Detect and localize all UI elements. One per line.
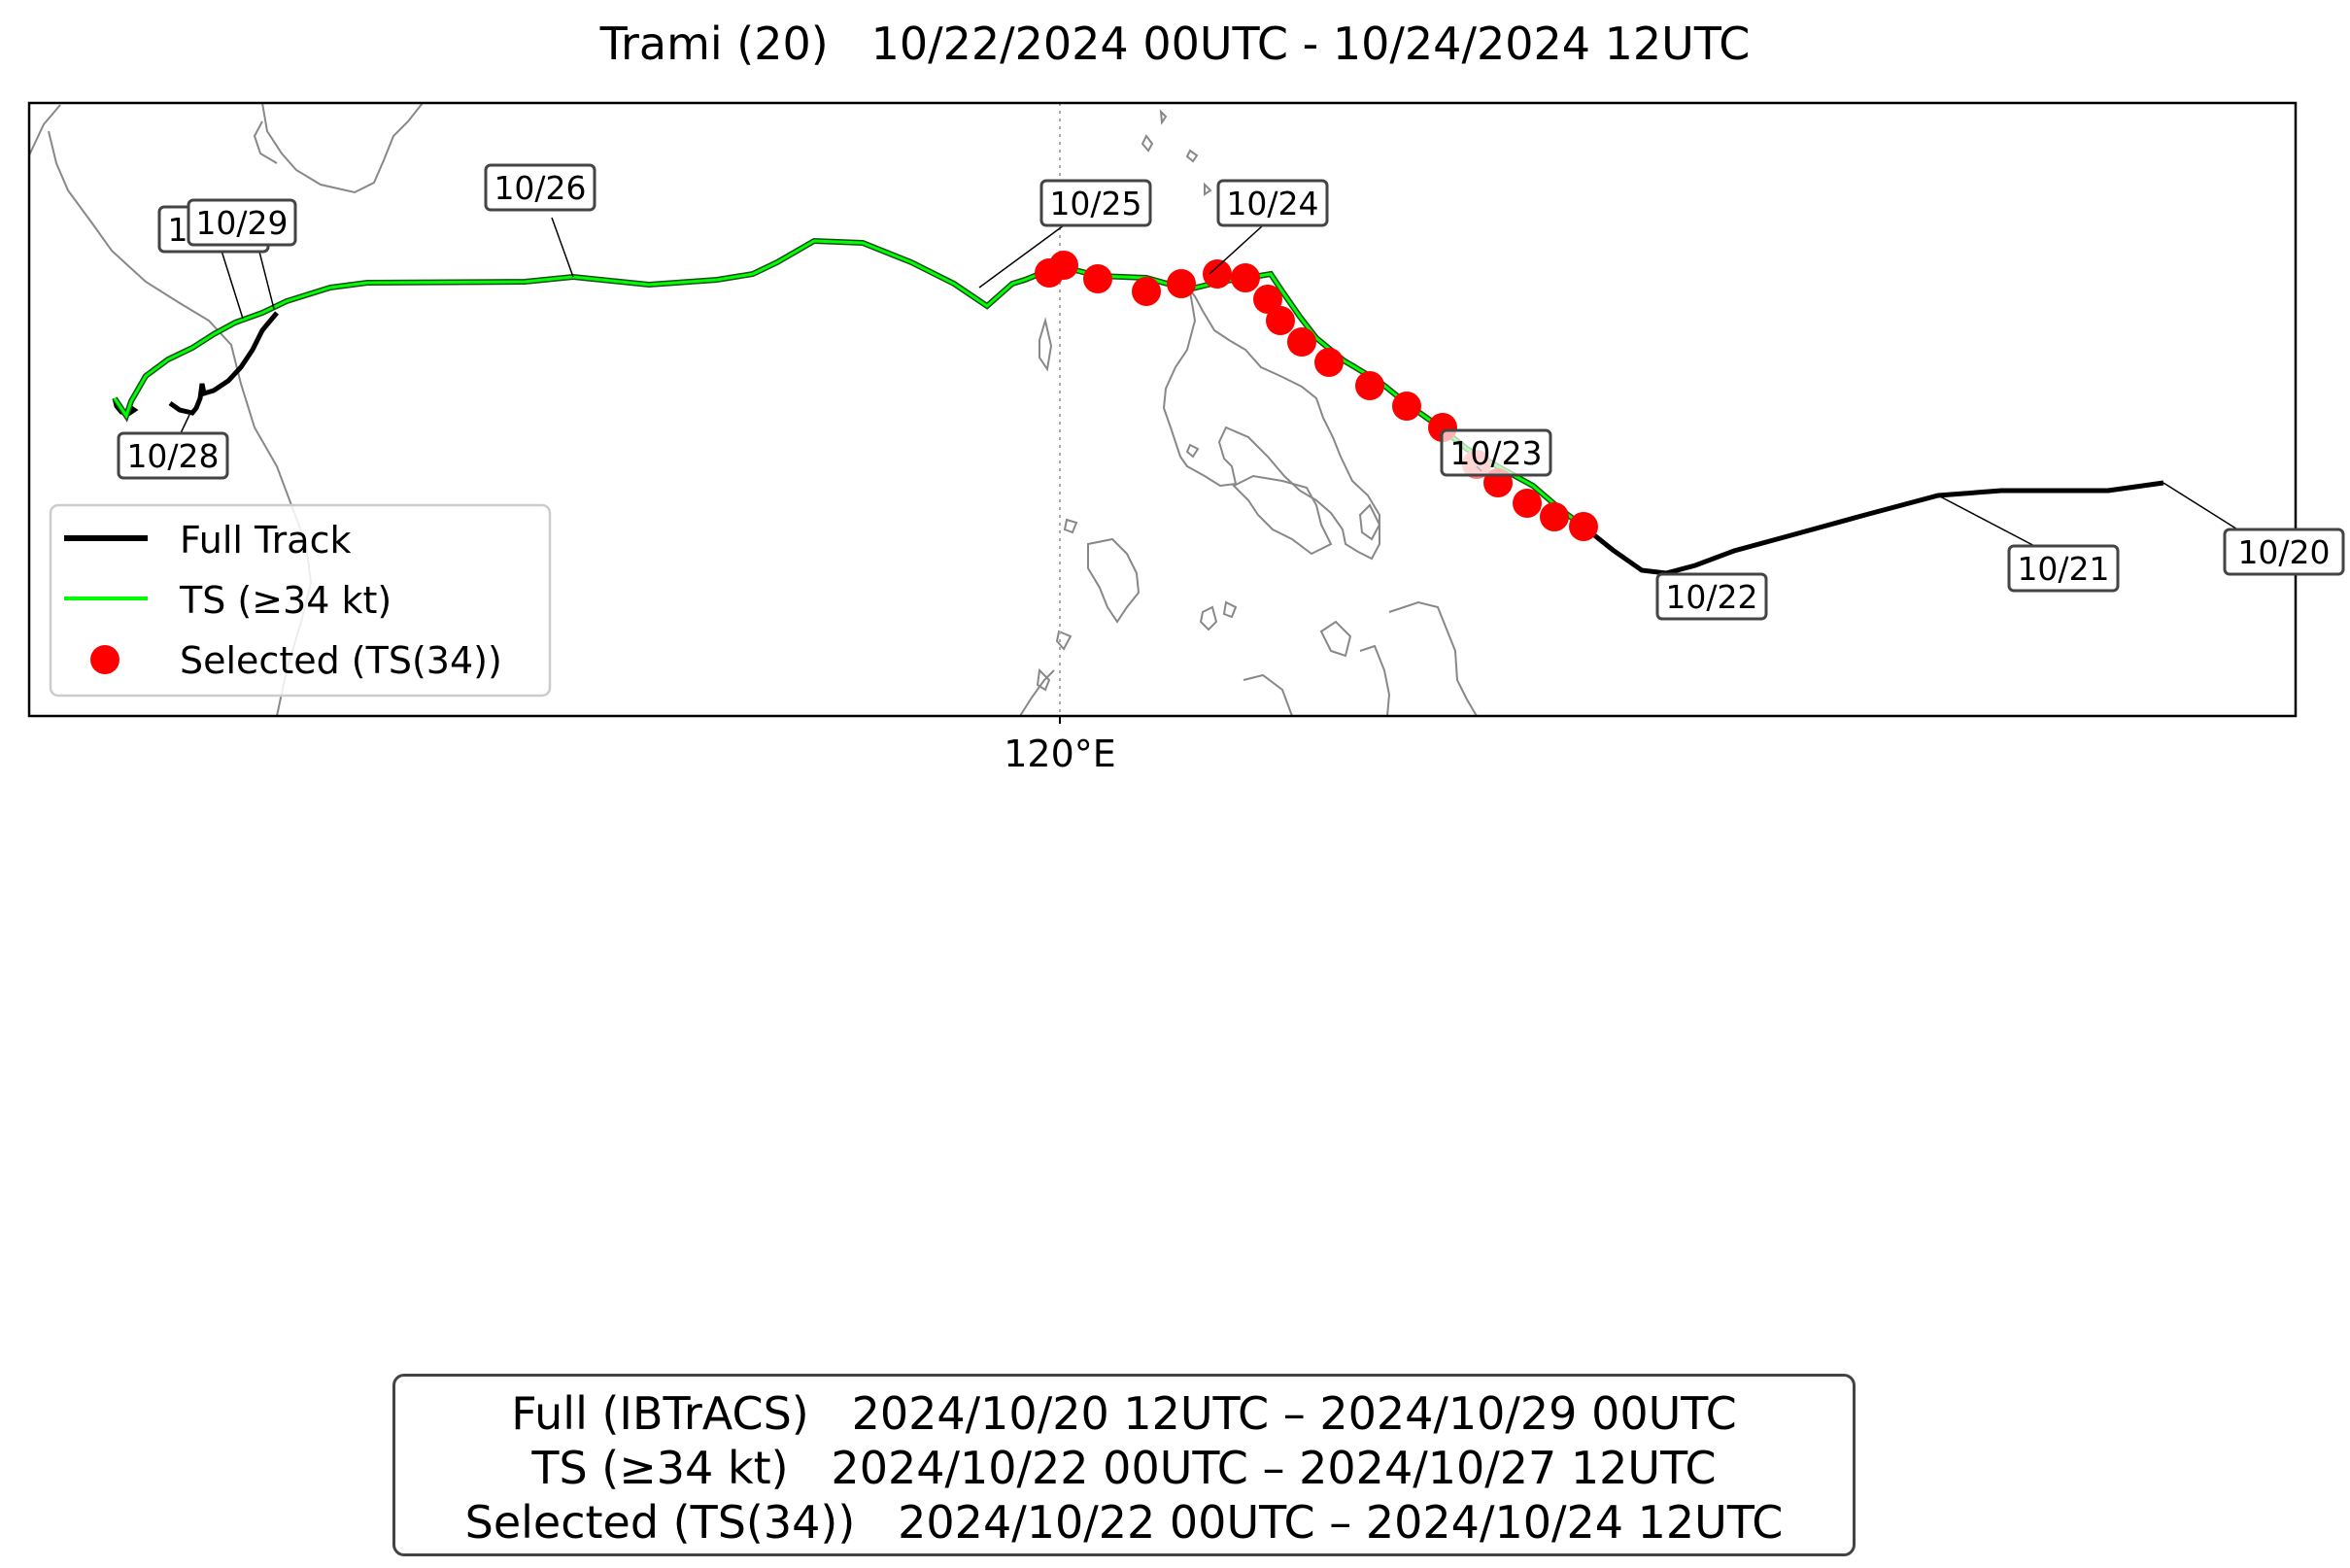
coastline-samar xyxy=(1388,600,1478,716)
date-label-10-22: 10/22 xyxy=(1655,572,1768,621)
period-summary-box: Full (IBTrACS) 2024/10/20 12UTC – 2024/1… xyxy=(392,1374,1856,1556)
selected-point xyxy=(1253,285,1282,314)
coastline-leyte xyxy=(1359,644,1391,716)
selected-point xyxy=(1266,306,1295,335)
date-leaders xyxy=(179,217,2243,582)
x-tick-label: 120°E xyxy=(1004,733,1116,775)
date-label-10-26: 10/26 xyxy=(484,163,596,212)
selected-point xyxy=(1287,327,1316,357)
selected-point xyxy=(1083,264,1112,293)
svg-text:10/25: 10/25 xyxy=(1049,185,1141,222)
selected-point xyxy=(1540,502,1569,531)
selected-point xyxy=(1392,392,1421,421)
selected-point xyxy=(1314,348,1344,377)
svg-text:10/22: 10/22 xyxy=(1665,578,1757,616)
legend-label-selected: Selected (TS(34)) xyxy=(180,639,502,682)
coastline-panay xyxy=(1243,673,1293,716)
selected-points xyxy=(1035,251,1598,541)
date-label-10-25: 10/25 xyxy=(1039,179,1152,227)
legend: Full Track TS (≥34 kt) Selected (TS(34)) xyxy=(49,503,552,698)
svg-text:10/28: 10/28 xyxy=(126,437,219,475)
coastline-islets xyxy=(1036,109,1238,692)
coastline-taiwan xyxy=(1039,317,1053,372)
svg-text:10/24: 10/24 xyxy=(1226,185,1318,222)
selected-point xyxy=(1167,269,1196,298)
coastline-mindoro xyxy=(1087,537,1141,624)
summary-ts: TS (≥34 kt) 2024/10/22 00UTC – 2024/10/2… xyxy=(531,1442,1717,1494)
date-label-10-28: 10/28 xyxy=(117,431,229,480)
coastline-catanduanes xyxy=(1358,503,1381,541)
svg-text:10/21: 10/21 xyxy=(2017,550,2109,588)
selected-point xyxy=(1513,489,1542,518)
map-frame xyxy=(27,101,2298,718)
svg-text:10/20: 10/20 xyxy=(2237,533,2330,571)
coastline-peninsula xyxy=(261,103,424,194)
coastline-masbate xyxy=(1319,620,1352,658)
selected-point xyxy=(1035,258,1064,288)
svg-text:10/26: 10/26 xyxy=(494,169,586,207)
svg-text:10/23: 10/23 xyxy=(1449,434,1542,472)
legend-swatch-selected xyxy=(90,645,119,674)
coastline-luzon xyxy=(1162,275,1380,561)
coastline-palawan xyxy=(1019,669,1055,716)
date-label-10-23: 10/23 xyxy=(1440,428,1552,477)
coastline-bicol xyxy=(1232,474,1333,556)
summary-selected: Selected (TS(34)) 2024/10/22 00UTC – 202… xyxy=(464,1496,1784,1549)
coastline-peninsula-2 xyxy=(253,120,278,164)
selected-point xyxy=(1231,263,1260,292)
full-track-hook xyxy=(168,311,279,416)
selected-point xyxy=(1132,277,1161,306)
date-label-10-20: 10/20 xyxy=(2223,528,2345,576)
map-title: Trami (20) 10/22/2024 00UTC - 10/24/2024… xyxy=(599,17,1751,70)
date-label-10-29: 10/29 xyxy=(187,198,297,247)
summary-full: Full (IBTrACS) 2024/10/20 12UTC – 2024/1… xyxy=(511,1387,1737,1440)
selected-point xyxy=(1569,512,1598,541)
legend-label-full-track: Full Track xyxy=(180,519,352,562)
svg-text:10/29: 10/29 xyxy=(195,204,288,242)
selected-point xyxy=(1203,259,1232,289)
date-label-10-24: 10/24 xyxy=(1216,179,1329,227)
selected-point xyxy=(1355,371,1384,400)
date-label-10-21: 10/21 xyxy=(2007,544,2120,593)
legend-label-ts: TS (≥34 kt) xyxy=(179,579,392,622)
